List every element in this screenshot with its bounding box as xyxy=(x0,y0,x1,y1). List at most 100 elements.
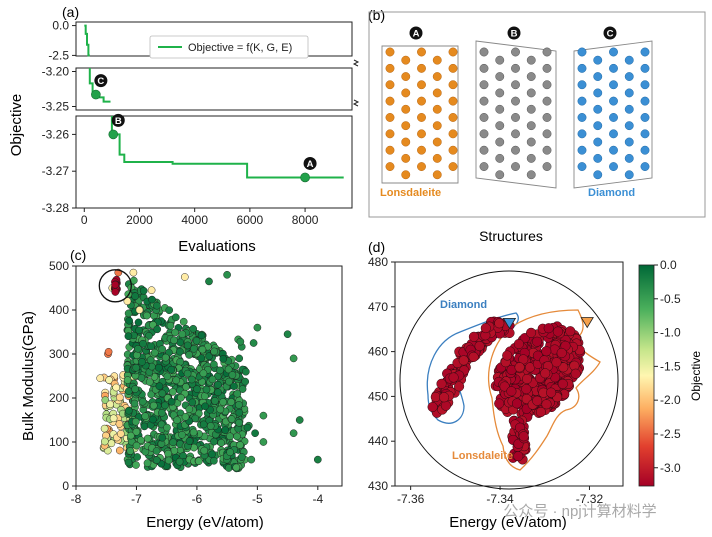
atom xyxy=(479,80,489,90)
scatter-point xyxy=(227,415,236,423)
atom xyxy=(624,121,634,131)
atom xyxy=(542,145,552,155)
scatter-point xyxy=(187,375,196,384)
scatter-point xyxy=(153,325,162,334)
scatter-point xyxy=(115,446,124,455)
a-ytick-label: -3.26 xyxy=(42,127,70,141)
a-ytick-label: -3.25 xyxy=(42,100,70,114)
plot-a-frame-mid xyxy=(75,67,353,111)
scatter-point xyxy=(236,337,245,346)
atom xyxy=(511,145,520,155)
atom xyxy=(593,72,603,82)
scatter-point xyxy=(148,295,156,304)
scatter-point xyxy=(511,398,523,409)
scatter-point xyxy=(233,432,241,441)
scatter-point xyxy=(235,408,244,417)
scatter-point xyxy=(556,347,567,359)
scatter-point xyxy=(216,405,225,414)
atom xyxy=(401,72,411,82)
atom xyxy=(495,121,505,131)
atom xyxy=(542,80,552,90)
scatter-point xyxy=(170,336,178,345)
scatter-point xyxy=(178,330,187,339)
panel-label-c: (c) xyxy=(70,247,86,263)
atom xyxy=(401,104,411,114)
scatter-point xyxy=(235,418,243,427)
scatter-point xyxy=(180,273,189,281)
scatter-point xyxy=(185,351,193,359)
bulk-modulus-scatter: -8 -7 -6 -5 -4 0 100 200 300 400 500 Energy (eV/at… xyxy=(20,259,343,531)
atom xyxy=(401,121,411,131)
plot-c-frame xyxy=(75,265,343,487)
scatter-point xyxy=(138,358,146,366)
zoom-scatter: -7.36 -7.34 -7.32 430 440 450 460 470 480 Diamon… xyxy=(368,255,703,531)
scatter-point xyxy=(226,448,234,457)
scatter-point xyxy=(211,397,219,405)
colorbar-label: Objective xyxy=(689,351,703,401)
scatter-point xyxy=(131,292,140,301)
scatter-point xyxy=(289,354,298,363)
scatter-point xyxy=(161,401,169,410)
scatter-point xyxy=(474,341,485,352)
scatter-point xyxy=(158,389,167,398)
c-ytick-label: 0 xyxy=(62,479,69,493)
scatter-point xyxy=(100,437,109,446)
scatter-point xyxy=(440,400,451,411)
marker-badge-label: A xyxy=(307,159,314,170)
scatter-point xyxy=(241,377,250,386)
atom xyxy=(401,55,411,65)
scatter-point xyxy=(167,365,176,374)
structure-badge xyxy=(507,26,521,40)
scatter-point xyxy=(468,351,479,362)
atom xyxy=(479,129,489,139)
scatter-point xyxy=(143,459,152,467)
scatter-point xyxy=(230,382,238,391)
atom xyxy=(432,137,442,147)
scatter-point xyxy=(235,401,243,409)
plot-d-frame xyxy=(394,261,624,487)
scatter-point xyxy=(176,347,184,356)
point-b xyxy=(108,129,119,140)
scatter-point xyxy=(532,395,543,406)
scatter-point xyxy=(502,350,513,361)
scatter-point xyxy=(436,378,447,389)
atom xyxy=(526,170,536,180)
scatter-point xyxy=(208,450,216,459)
scatter-point xyxy=(521,373,533,385)
scatter-point xyxy=(183,369,192,378)
scatter-point xyxy=(123,376,132,384)
d-xtick-label: -7.32 xyxy=(576,492,604,506)
atom xyxy=(385,129,395,139)
d-xtick-label: -7.34 xyxy=(486,492,514,506)
scatter-point xyxy=(145,378,154,386)
scatter-point xyxy=(179,317,188,326)
atom xyxy=(432,153,442,163)
scatter-point xyxy=(200,446,209,455)
atom xyxy=(432,170,442,180)
atom xyxy=(401,153,411,163)
atom xyxy=(609,129,618,139)
scatter-point xyxy=(241,367,250,376)
scatter-point xyxy=(494,398,505,409)
atom xyxy=(495,170,505,180)
atom xyxy=(479,145,489,155)
scatter-point xyxy=(454,381,465,392)
scatter-point xyxy=(143,311,151,320)
atom xyxy=(495,88,505,98)
scatter-point xyxy=(132,363,140,372)
unit-cell-outline xyxy=(573,40,653,189)
d-ytick-label: 480 xyxy=(368,255,388,269)
c-xlabel: Energy (eV/atom) xyxy=(146,514,264,531)
atom xyxy=(495,153,505,163)
structures-frame xyxy=(368,11,706,218)
scatter-point xyxy=(210,347,219,356)
scatter-point xyxy=(112,383,121,392)
atom xyxy=(640,145,650,155)
scatter-point xyxy=(208,375,217,384)
scatter-point xyxy=(101,396,110,404)
legend-box xyxy=(149,35,309,59)
atom xyxy=(609,162,618,172)
zoom-circle xyxy=(399,270,619,490)
scatter-point xyxy=(546,387,557,398)
structures-title: Structures xyxy=(479,228,543,244)
